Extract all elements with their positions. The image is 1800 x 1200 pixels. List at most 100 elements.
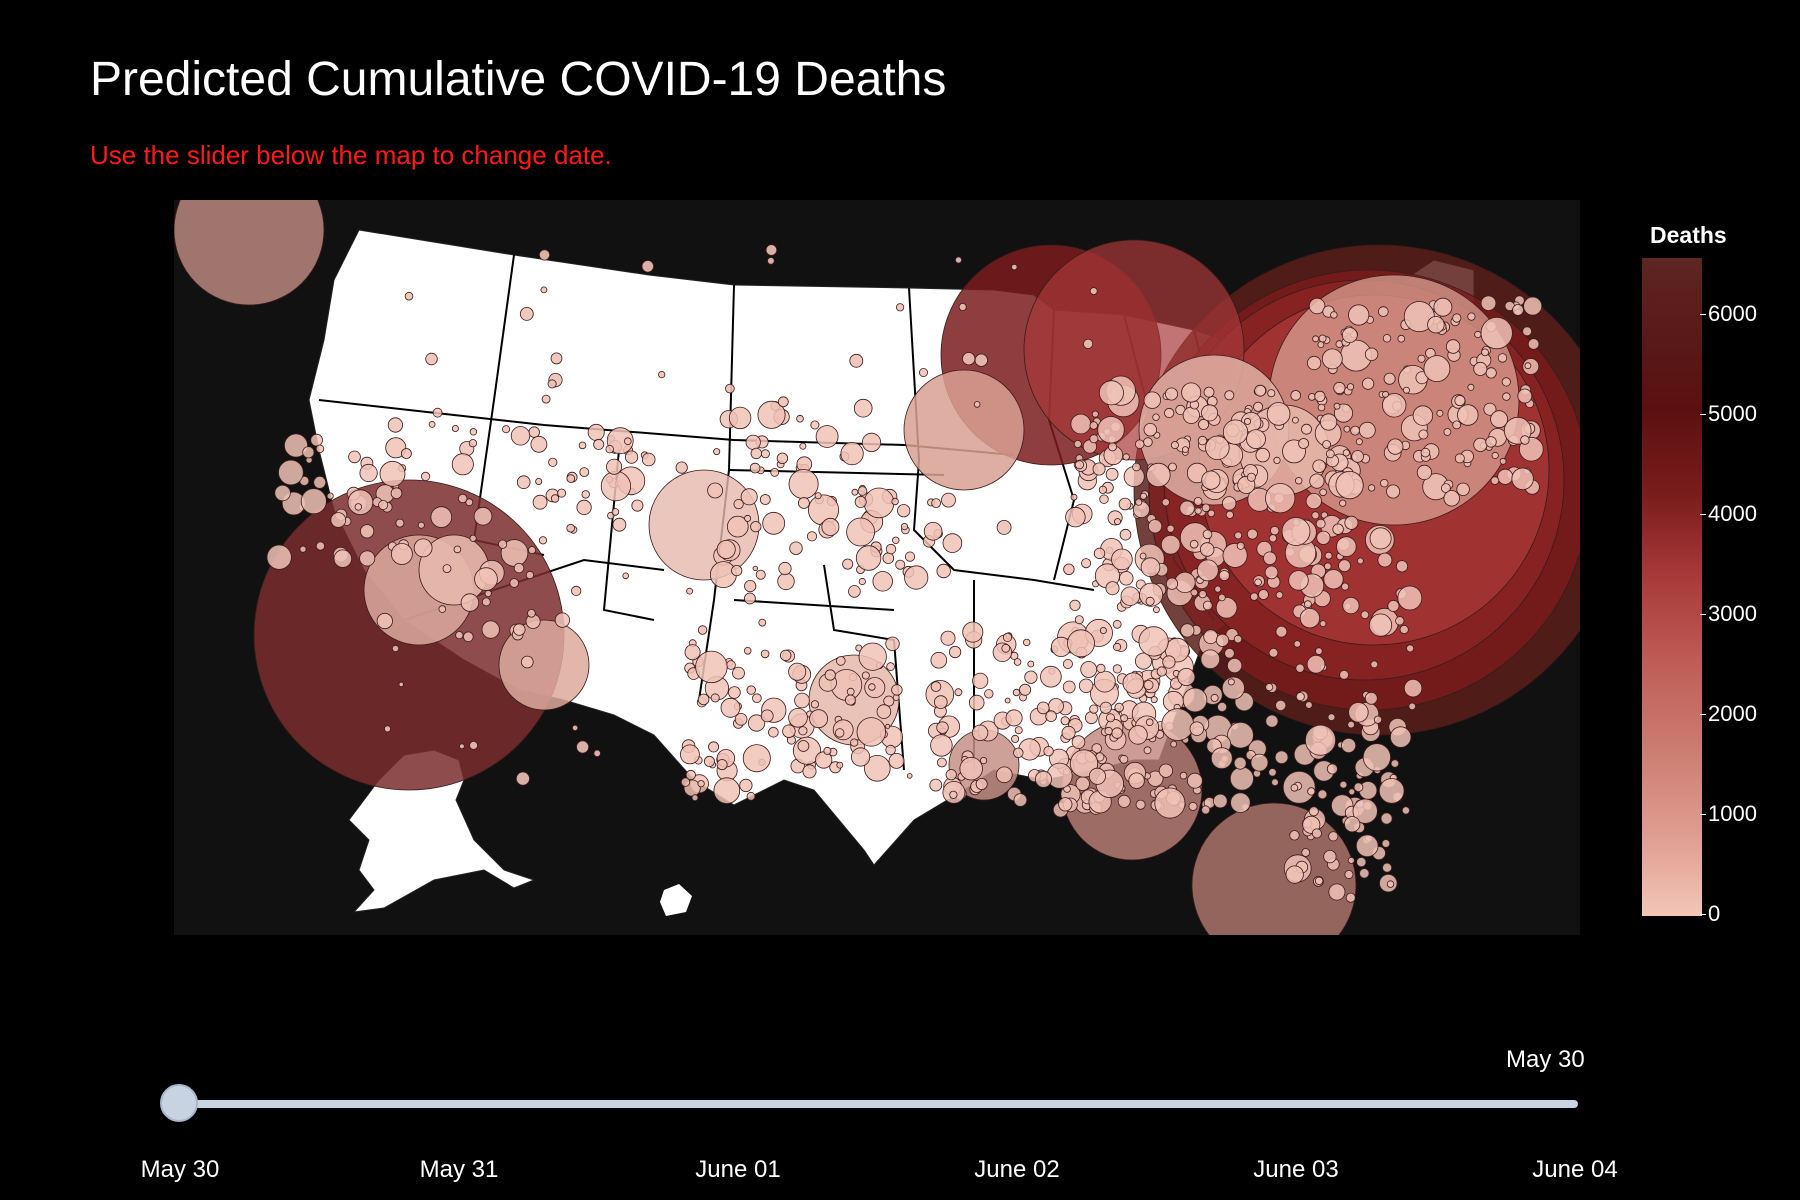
county-bubble <box>1452 313 1462 323</box>
county-bubble <box>417 521 425 529</box>
county-bubble <box>385 437 407 459</box>
county-bubble <box>1119 754 1129 764</box>
county-bubble <box>1201 404 1219 422</box>
slider-tick-may-31[interactable]: May 31 <box>419 1156 499 1183</box>
county-bubble <box>1070 493 1078 501</box>
county-bubble <box>760 449 770 459</box>
county-bubble <box>451 424 459 432</box>
county-bubble <box>1088 767 1106 785</box>
county-bubble <box>641 260 655 273</box>
bubble-map[interactable] <box>174 200 1580 935</box>
county-bubble <box>1198 590 1207 599</box>
county-bubble <box>1080 661 1098 678</box>
county-bubble <box>778 561 792 576</box>
county-bubble <box>1207 509 1216 518</box>
county-bubble <box>684 644 701 661</box>
county-bubble <box>509 578 520 588</box>
county-bubble <box>854 495 867 508</box>
county-bubble <box>744 592 756 605</box>
county-bubble <box>1522 326 1532 337</box>
county-bubble <box>438 605 447 613</box>
county-bubble <box>1315 518 1326 529</box>
county-bubble <box>929 778 943 792</box>
county-bubble <box>1352 798 1378 824</box>
county-bubble <box>359 550 376 567</box>
county-bubble <box>1355 834 1379 858</box>
county-bubble <box>824 669 836 681</box>
county-bubble <box>768 726 779 738</box>
date-slider-track[interactable] <box>180 1100 1578 1108</box>
county-bubble <box>1165 577 1179 590</box>
slider-tick-june-01[interactable]: June 01 <box>695 1156 781 1183</box>
county-bubble <box>1273 456 1281 464</box>
county-bubble <box>802 764 817 779</box>
county-bubble <box>919 367 929 377</box>
county-bubble <box>1198 418 1210 430</box>
county-bubble <box>710 561 737 589</box>
county-bubble <box>1288 570 1309 591</box>
slider-tick-june-03[interactable]: June 03 <box>1253 1156 1339 1183</box>
county-bubble <box>1180 623 1195 638</box>
county-bubble <box>1143 437 1153 447</box>
county-bubble <box>1386 880 1395 888</box>
slider-tick-june-02[interactable]: June 02 <box>974 1156 1060 1183</box>
county-bubble <box>1250 753 1269 772</box>
legend-tick: 0 <box>1699 901 1721 926</box>
county-bubble <box>1305 701 1313 709</box>
county-bubble <box>1416 464 1433 480</box>
county-bubble <box>1341 582 1350 591</box>
county-bubble <box>1387 599 1400 612</box>
county-bubble <box>1403 679 1423 698</box>
county-bubble <box>797 740 810 752</box>
county-bubble <box>1202 529 1213 540</box>
county-bubble <box>1290 390 1301 401</box>
county-bubble <box>697 780 705 788</box>
county-bubble <box>1301 423 1312 435</box>
county-bubble <box>1197 435 1208 446</box>
county-bubble <box>1309 473 1325 489</box>
county-bubble <box>1145 718 1154 726</box>
county-bubble <box>1233 634 1243 644</box>
county-bubble <box>1382 390 1389 398</box>
county-bubble <box>378 499 389 510</box>
county-bubble <box>1527 338 1540 350</box>
county-bubble <box>1264 565 1279 580</box>
county-bubble <box>1229 766 1254 791</box>
county-bubble <box>1140 557 1161 578</box>
county-bubble <box>387 417 403 433</box>
county-bubble <box>1011 734 1020 743</box>
date-slider-handle[interactable] <box>160 1084 198 1122</box>
county-bubble <box>868 683 876 691</box>
county-bubble <box>1091 410 1099 418</box>
county-bubble <box>1348 304 1370 326</box>
county-bubble <box>284 433 309 458</box>
county-bubble <box>391 644 400 653</box>
county-bubble <box>1443 490 1460 507</box>
county-bubble <box>1089 287 1098 295</box>
county-bubble <box>1357 557 1364 565</box>
county-bubble <box>1092 462 1106 476</box>
slider-tick-may-30[interactable]: May 30 <box>140 1156 220 1183</box>
county-bubble <box>904 565 929 590</box>
death-bubbles[interactable] <box>174 200 1580 935</box>
county-bubble <box>1063 563 1075 576</box>
county-bubble <box>398 681 404 687</box>
county-bubble <box>1254 578 1262 587</box>
county-bubble <box>1351 450 1364 463</box>
county-bubble <box>765 244 778 256</box>
county-bubble <box>897 504 911 518</box>
county-bubble <box>777 572 795 591</box>
county-bubble <box>1071 735 1086 749</box>
county-bubble <box>1520 435 1530 445</box>
county-bubble <box>848 585 861 598</box>
county-bubble <box>400 448 412 459</box>
slider-tick-june-04[interactable]: June 04 <box>1532 1156 1618 1183</box>
county-bubble <box>954 688 963 697</box>
county-bubble <box>1225 510 1234 519</box>
county-bubble <box>948 645 962 659</box>
county-bubble <box>739 778 753 793</box>
us-map-svg[interactable] <box>174 200 1580 935</box>
county-bubble <box>1364 691 1378 705</box>
county-bubble <box>360 524 375 539</box>
county-bubble <box>1201 805 1211 815</box>
